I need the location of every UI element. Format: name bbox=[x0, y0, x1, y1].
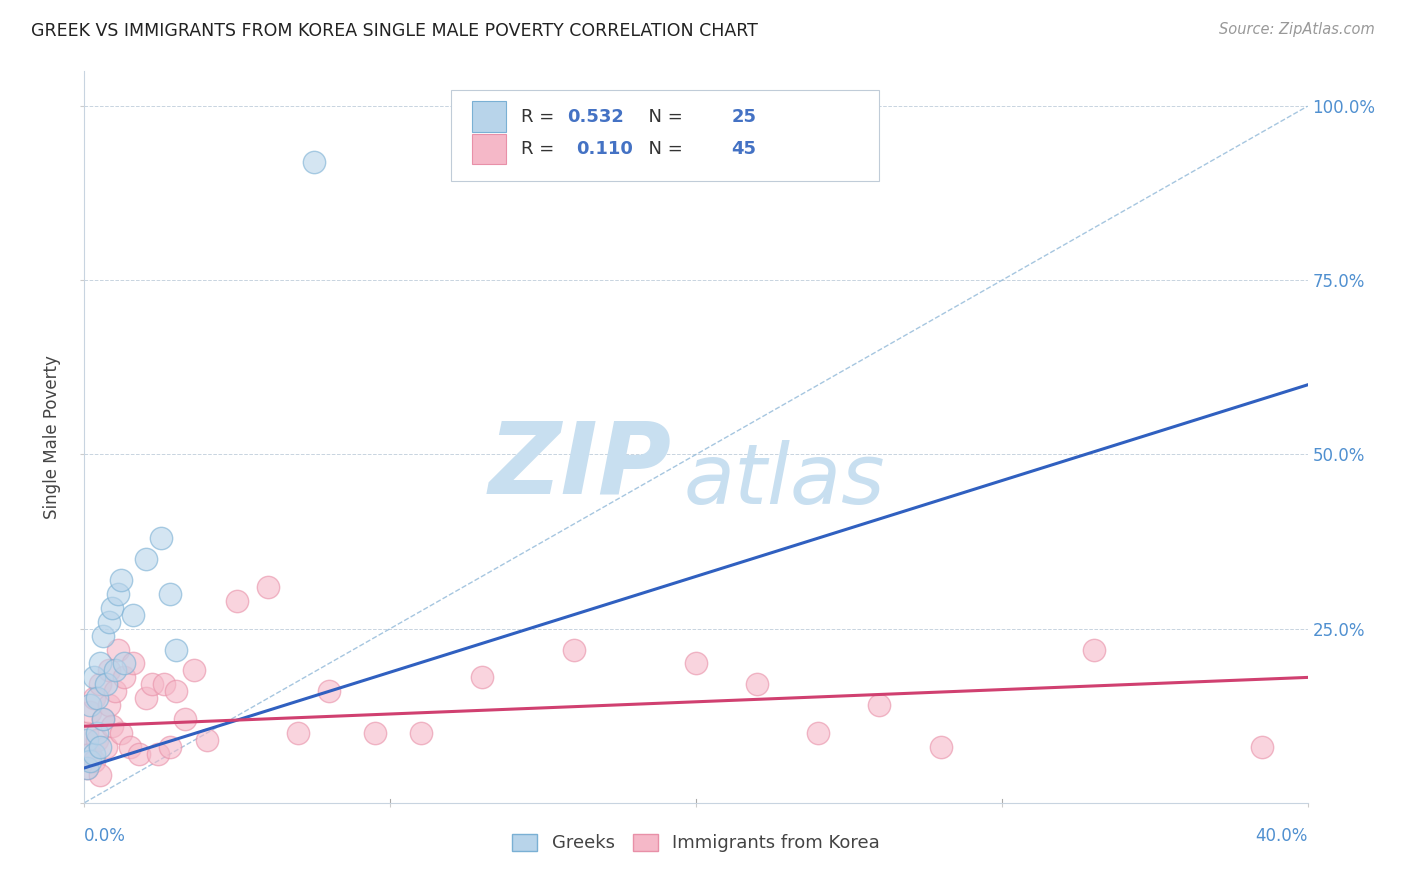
Point bbox=[112, 670, 135, 684]
Text: 25: 25 bbox=[731, 108, 756, 126]
Point bbox=[135, 691, 157, 706]
Point bbox=[86, 726, 108, 740]
Point bbox=[89, 657, 111, 671]
Point bbox=[110, 726, 132, 740]
Point bbox=[89, 768, 111, 782]
Point bbox=[165, 642, 187, 657]
Point bbox=[79, 705, 101, 719]
Point bbox=[104, 684, 127, 698]
Point bbox=[149, 531, 172, 545]
Point bbox=[83, 691, 105, 706]
Point bbox=[83, 754, 105, 768]
Point bbox=[94, 740, 117, 755]
Point bbox=[807, 726, 830, 740]
FancyBboxPatch shape bbox=[472, 134, 506, 164]
FancyBboxPatch shape bbox=[472, 102, 506, 132]
Text: N =: N = bbox=[637, 140, 689, 158]
Point bbox=[153, 677, 176, 691]
Point bbox=[107, 587, 129, 601]
Point bbox=[1250, 740, 1272, 755]
Point bbox=[562, 642, 585, 657]
Point bbox=[257, 580, 280, 594]
Point bbox=[165, 684, 187, 698]
Point bbox=[1083, 642, 1105, 657]
Point bbox=[86, 733, 108, 747]
Point bbox=[86, 691, 108, 706]
Point bbox=[112, 657, 135, 671]
Point bbox=[128, 747, 150, 761]
Point bbox=[174, 712, 197, 726]
Point bbox=[409, 726, 432, 740]
Point bbox=[97, 698, 120, 713]
Text: 40.0%: 40.0% bbox=[1256, 827, 1308, 846]
Point bbox=[364, 726, 387, 740]
Point bbox=[159, 587, 181, 601]
Point bbox=[76, 761, 98, 775]
Text: Source: ZipAtlas.com: Source: ZipAtlas.com bbox=[1219, 22, 1375, 37]
Point bbox=[195, 733, 218, 747]
Point bbox=[83, 747, 105, 761]
Point bbox=[83, 670, 105, 684]
Point bbox=[122, 607, 145, 622]
FancyBboxPatch shape bbox=[451, 90, 880, 181]
Text: 0.532: 0.532 bbox=[568, 108, 624, 126]
Text: 45: 45 bbox=[731, 140, 756, 158]
Text: 0.110: 0.110 bbox=[576, 140, 633, 158]
Point bbox=[183, 664, 205, 678]
Point bbox=[135, 552, 157, 566]
Point bbox=[869, 698, 891, 713]
Point bbox=[120, 740, 142, 755]
Point bbox=[141, 677, 163, 691]
Point bbox=[76, 726, 98, 740]
Point bbox=[471, 670, 494, 684]
Point bbox=[94, 677, 117, 691]
Point bbox=[91, 712, 114, 726]
Point bbox=[91, 629, 114, 643]
Point bbox=[97, 664, 120, 678]
Point bbox=[318, 684, 340, 698]
Text: R =: R = bbox=[522, 140, 565, 158]
Point bbox=[122, 657, 145, 671]
Text: 0.0%: 0.0% bbox=[84, 827, 127, 846]
Point bbox=[159, 740, 181, 755]
Point bbox=[79, 747, 101, 761]
Point bbox=[685, 657, 707, 671]
Text: GREEK VS IMMIGRANTS FROM KOREA SINGLE MALE POVERTY CORRELATION CHART: GREEK VS IMMIGRANTS FROM KOREA SINGLE MA… bbox=[31, 22, 758, 40]
Y-axis label: Single Male Poverty: Single Male Poverty bbox=[44, 355, 62, 519]
Legend: Greeks, Immigrants from Korea: Greeks, Immigrants from Korea bbox=[505, 826, 887, 860]
Point bbox=[929, 740, 952, 755]
Text: N =: N = bbox=[637, 108, 689, 126]
Point bbox=[76, 733, 98, 747]
Point bbox=[79, 754, 101, 768]
Text: R =: R = bbox=[522, 108, 560, 126]
Point bbox=[89, 740, 111, 755]
Text: atlas: atlas bbox=[683, 441, 886, 522]
Point bbox=[104, 664, 127, 678]
Point bbox=[747, 677, 769, 691]
Point bbox=[287, 726, 309, 740]
Point bbox=[101, 600, 124, 615]
Point bbox=[76, 761, 98, 775]
Point bbox=[146, 747, 169, 761]
Point bbox=[91, 712, 114, 726]
Point bbox=[89, 677, 111, 691]
Point bbox=[107, 642, 129, 657]
Point bbox=[226, 594, 249, 608]
Point bbox=[79, 698, 101, 713]
Text: ZIP: ZIP bbox=[488, 417, 672, 515]
Point bbox=[101, 719, 124, 733]
Point bbox=[302, 155, 325, 169]
Point bbox=[110, 573, 132, 587]
Point bbox=[97, 615, 120, 629]
